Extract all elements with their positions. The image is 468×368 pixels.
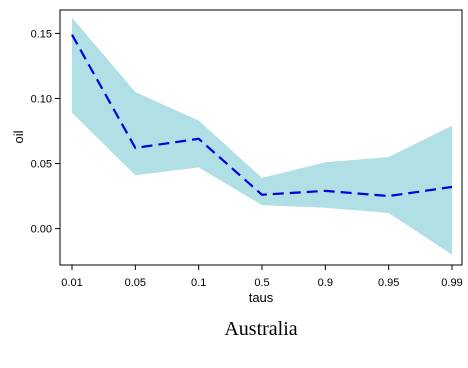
y-tick-layer: 0.00 0.05 0.10 0.15	[31, 28, 60, 236]
y-tick-label: 0.15	[31, 28, 52, 40]
series-line-layer	[71, 34, 453, 198]
confidence-band	[72, 17, 452, 255]
confidence-band-layer	[72, 17, 452, 255]
y-tick-label: 0.00	[31, 224, 52, 236]
x-tick-label: 0.05	[125, 277, 146, 289]
x-tick-label: 0.9	[318, 277, 333, 289]
x-tick-label: 0.01	[61, 277, 82, 289]
x-tick-label: 0.1	[191, 277, 206, 289]
x-tick-label: 0.5	[254, 277, 269, 289]
x-tick-label: 0.99	[441, 277, 462, 289]
y-tick-label: 0.05	[31, 159, 52, 171]
estimate-line	[71, 34, 453, 198]
x-axis-title: taus	[249, 290, 274, 305]
y-tick-label: 0.10	[31, 93, 52, 105]
x-tick-layer: 0.01 0.05 0.1 0.5 0.9 0.95 0.99	[61, 265, 463, 289]
plot-frame	[59, 9, 463, 266]
x-tick-label: 0.95	[378, 277, 399, 289]
chart-caption: Australia	[224, 318, 297, 340]
y-axis-title: oil	[11, 130, 26, 143]
